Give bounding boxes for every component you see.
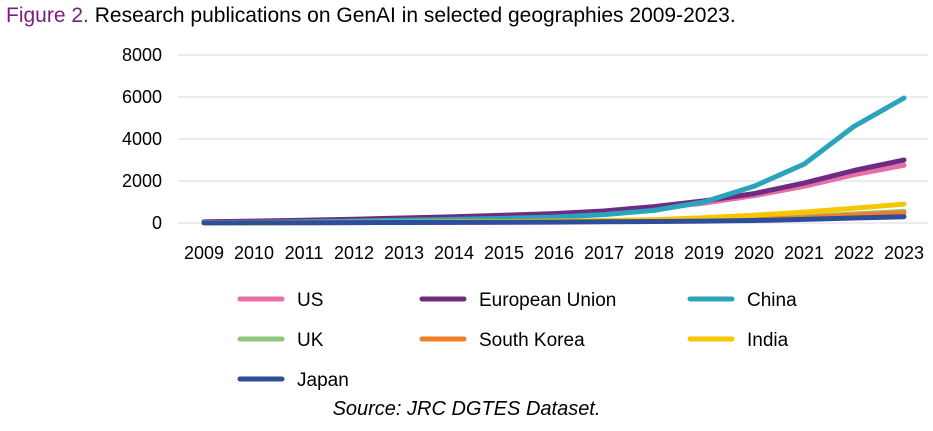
legend-label: European Union bbox=[479, 290, 616, 311]
legend-item-uk: UK bbox=[237, 330, 324, 351]
figure-caption: Research publications on GenAI in select… bbox=[94, 4, 736, 27]
x-tick-label: 2021 bbox=[784, 243, 824, 263]
y-tick-label: 2000 bbox=[122, 171, 162, 191]
x-tick-label: 2013 bbox=[384, 243, 424, 263]
y-tick-label: 8000 bbox=[122, 45, 162, 65]
y-tick-label: 6000 bbox=[122, 87, 162, 107]
legend-label: South Korea bbox=[479, 330, 585, 351]
y-tick-label: 4000 bbox=[122, 129, 162, 149]
legend-label: India bbox=[747, 330, 789, 351]
x-tick-label: 2010 bbox=[234, 243, 274, 263]
legend-item-japan: Japan bbox=[237, 370, 349, 391]
legend-label: China bbox=[747, 290, 797, 311]
legend-item-india: India bbox=[687, 330, 789, 351]
x-tick-label: 2018 bbox=[634, 243, 674, 263]
legend-item-south-korea: South Korea bbox=[419, 330, 585, 351]
x-tick-label: 2012 bbox=[334, 243, 374, 263]
x-tick-label: 2017 bbox=[584, 243, 624, 263]
x-tick-label: 2014 bbox=[434, 243, 474, 263]
y-tick-label: 0 bbox=[152, 213, 162, 233]
x-tick-label: 2019 bbox=[684, 243, 724, 263]
legend-label: UK bbox=[297, 330, 324, 351]
legend-item-china: China bbox=[687, 290, 797, 311]
legend-label: US bbox=[297, 290, 323, 311]
x-tick-label: 2011 bbox=[285, 243, 324, 263]
figure-title: Figure 2. Research publications on GenAI… bbox=[6, 4, 736, 28]
x-tick-label: 2015 bbox=[484, 243, 524, 263]
legend: US European Union China UK South Korea India J… bbox=[237, 290, 797, 391]
x-tick-label: 2016 bbox=[534, 243, 574, 263]
series-line-china bbox=[201, 95, 907, 226]
x-tick-label: 2022 bbox=[834, 243, 874, 263]
legend-item-us: US bbox=[237, 290, 323, 311]
x-tick-label: 2009 bbox=[184, 243, 224, 263]
source-note: Source: JRC DGTES Dataset. bbox=[332, 398, 601, 420]
x-tick-label: 2020 bbox=[734, 243, 774, 263]
series-line-japan bbox=[201, 214, 907, 226]
legend-label: Japan bbox=[297, 370, 349, 391]
figure-label: Figure 2. bbox=[6, 4, 89, 27]
x-axis-ticks: 2009 2010 2011 2012 2013 2014 2015 2016 2017 2018… bbox=[184, 243, 924, 263]
x-tick-label: 2023 bbox=[884, 243, 924, 263]
series-lines bbox=[201, 95, 907, 226]
legend-item-european-union: European Union bbox=[419, 290, 616, 311]
gridlines bbox=[178, 54, 928, 224]
y-axis-ticks: 8000 6000 4000 2000 0 bbox=[122, 45, 162, 233]
